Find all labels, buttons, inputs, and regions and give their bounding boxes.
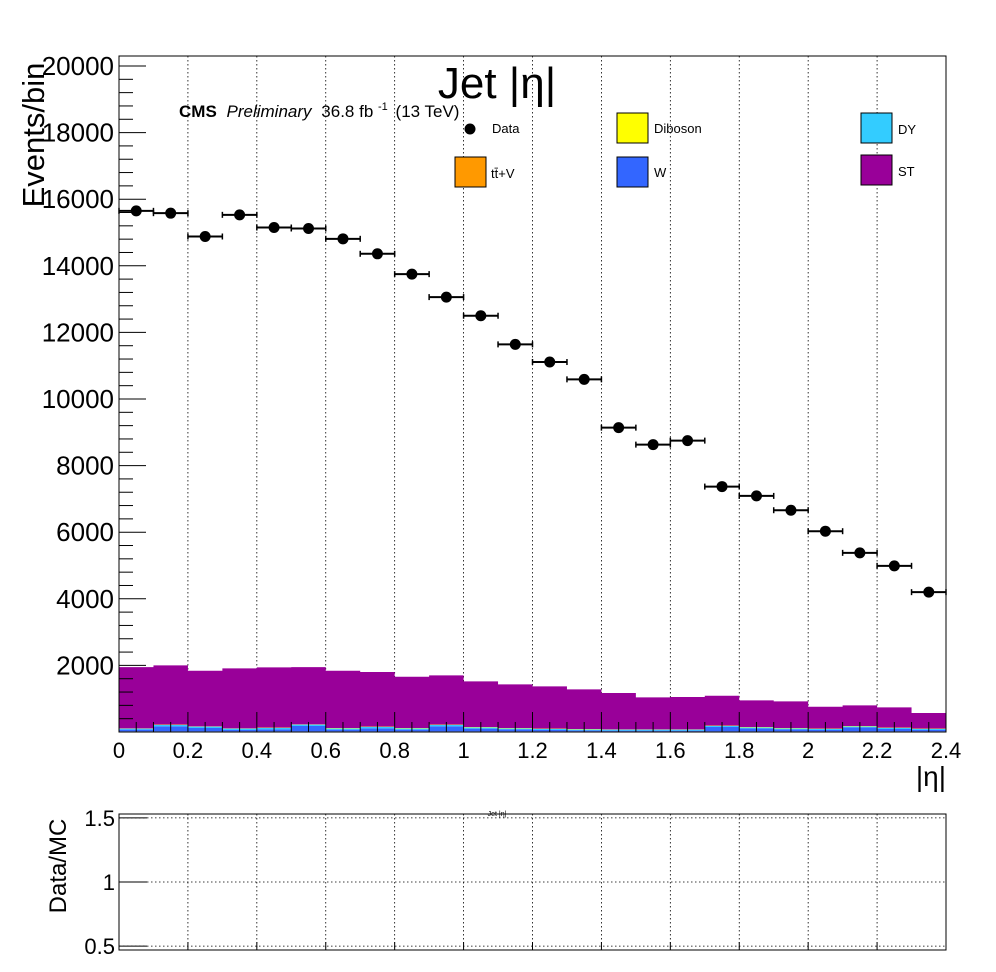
legend-ttv-swatch	[454, 156, 487, 188]
legend-entry-dy: DY	[860, 112, 916, 144]
cms-annotation: CMS Preliminary 36.8 fb -1 (13 TeV)	[179, 95, 459, 121]
data-point	[613, 422, 625, 434]
legend-data-label: Data	[492, 121, 520, 136]
lumi-exponent: -1	[378, 101, 388, 113]
y-tick-label: 10000	[42, 384, 114, 414]
y-tick-label: 12000	[42, 317, 114, 347]
ratio-title: Jet |η|	[488, 811, 507, 818]
main-grid	[187, 56, 878, 732]
legend-dy-label: DY	[898, 122, 916, 137]
y-tick-label: 4000	[56, 584, 114, 614]
x-tick-label: 0.4	[242, 738, 273, 763]
ratio-grid	[119, 814, 946, 950]
ratio-y-tick-label: 0.5	[84, 934, 115, 959]
x-tick-label: 0.8	[379, 738, 410, 763]
legend-entry-w: W	[616, 156, 667, 188]
data-point	[234, 209, 246, 221]
data-point	[509, 338, 521, 350]
y-tick-label: 8000	[56, 451, 114, 481]
data-point	[682, 435, 694, 447]
main-title: Jet |η|	[438, 59, 556, 108]
data-point	[440, 291, 452, 303]
energy-label: (13 TeV)	[396, 102, 460, 121]
x-tick-label: 1	[457, 738, 469, 763]
data-point	[578, 373, 590, 385]
main-axes: 2000 4000 6000 8000 10000 12000 14000 16000 1800…	[42, 51, 962, 763]
legend-entry-diboson: Diboson	[616, 112, 702, 144]
x-tick-label: 1.6	[655, 738, 686, 763]
ratio-y-tick-label: 1.5	[84, 806, 115, 831]
legend-entry-ttv: tt̄+V	[454, 156, 515, 188]
legend-data-marker	[464, 123, 476, 135]
data-point	[750, 490, 762, 502]
data-point	[716, 481, 728, 493]
x-axis-label: |η|	[916, 761, 946, 792]
data-point	[854, 547, 866, 559]
ratio-y-axis-label: Data/MC	[45, 819, 72, 914]
legend-dy-swatch	[860, 112, 893, 144]
legend: Data Diboson DY tt̄+V W ST	[454, 112, 916, 188]
legend-entry-data: Data	[464, 121, 520, 136]
y-tick-label: 16000	[42, 184, 114, 214]
legend-st-label: ST	[898, 164, 915, 179]
data-point	[888, 560, 900, 572]
x-tick-label: 1.4	[586, 738, 617, 763]
data-point	[371, 248, 383, 260]
data-point	[268, 221, 280, 233]
y-tick-label: 6000	[56, 517, 114, 547]
x-tick-label: 1.8	[724, 738, 755, 763]
data-point	[130, 205, 142, 217]
legend-entry-st: ST	[860, 154, 915, 186]
ratio-axes: 0.5 1 1.5	[84, 806, 947, 959]
data-point	[819, 525, 831, 537]
data-point	[923, 586, 935, 598]
y-tick-label: 14000	[42, 251, 114, 281]
data-point	[475, 310, 487, 322]
data-point	[785, 504, 797, 516]
x-tick-label: 2.2	[862, 738, 893, 763]
data-point	[303, 222, 315, 234]
experiment-label: CMS	[179, 102, 217, 121]
legend-st-swatch	[860, 154, 893, 186]
x-tick-label: 0	[113, 738, 125, 763]
data-point	[199, 230, 211, 242]
x-tick-label: 0.6	[310, 738, 341, 763]
y-tick-label: 20000	[42, 51, 114, 81]
legend-w-swatch	[616, 156, 649, 188]
lumi-label: 36.8 fb	[321, 102, 373, 121]
x-tick-label: 2	[802, 738, 814, 763]
data-point	[544, 356, 556, 368]
data-point	[647, 439, 659, 451]
data-point	[165, 207, 177, 219]
legend-w-label: W	[654, 165, 667, 180]
data-point	[406, 268, 418, 280]
x-tick-label: 1.2	[517, 738, 548, 763]
y-tick-label: 2000	[56, 650, 114, 680]
y-axis-label: Events/bin	[16, 63, 51, 208]
legend-diboson-swatch	[616, 112, 649, 144]
legend-diboson-label: Diboson	[654, 121, 702, 136]
status-label: Preliminary	[227, 102, 314, 121]
x-tick-label: 2.4	[931, 738, 962, 763]
y-tick-label: 18000	[42, 118, 114, 148]
ratio-y-tick-label: 1	[103, 870, 115, 895]
data-point	[337, 233, 349, 245]
x-tick-label: 0.2	[173, 738, 204, 763]
legend-ttv-label: tt̄+V	[491, 166, 515, 181]
